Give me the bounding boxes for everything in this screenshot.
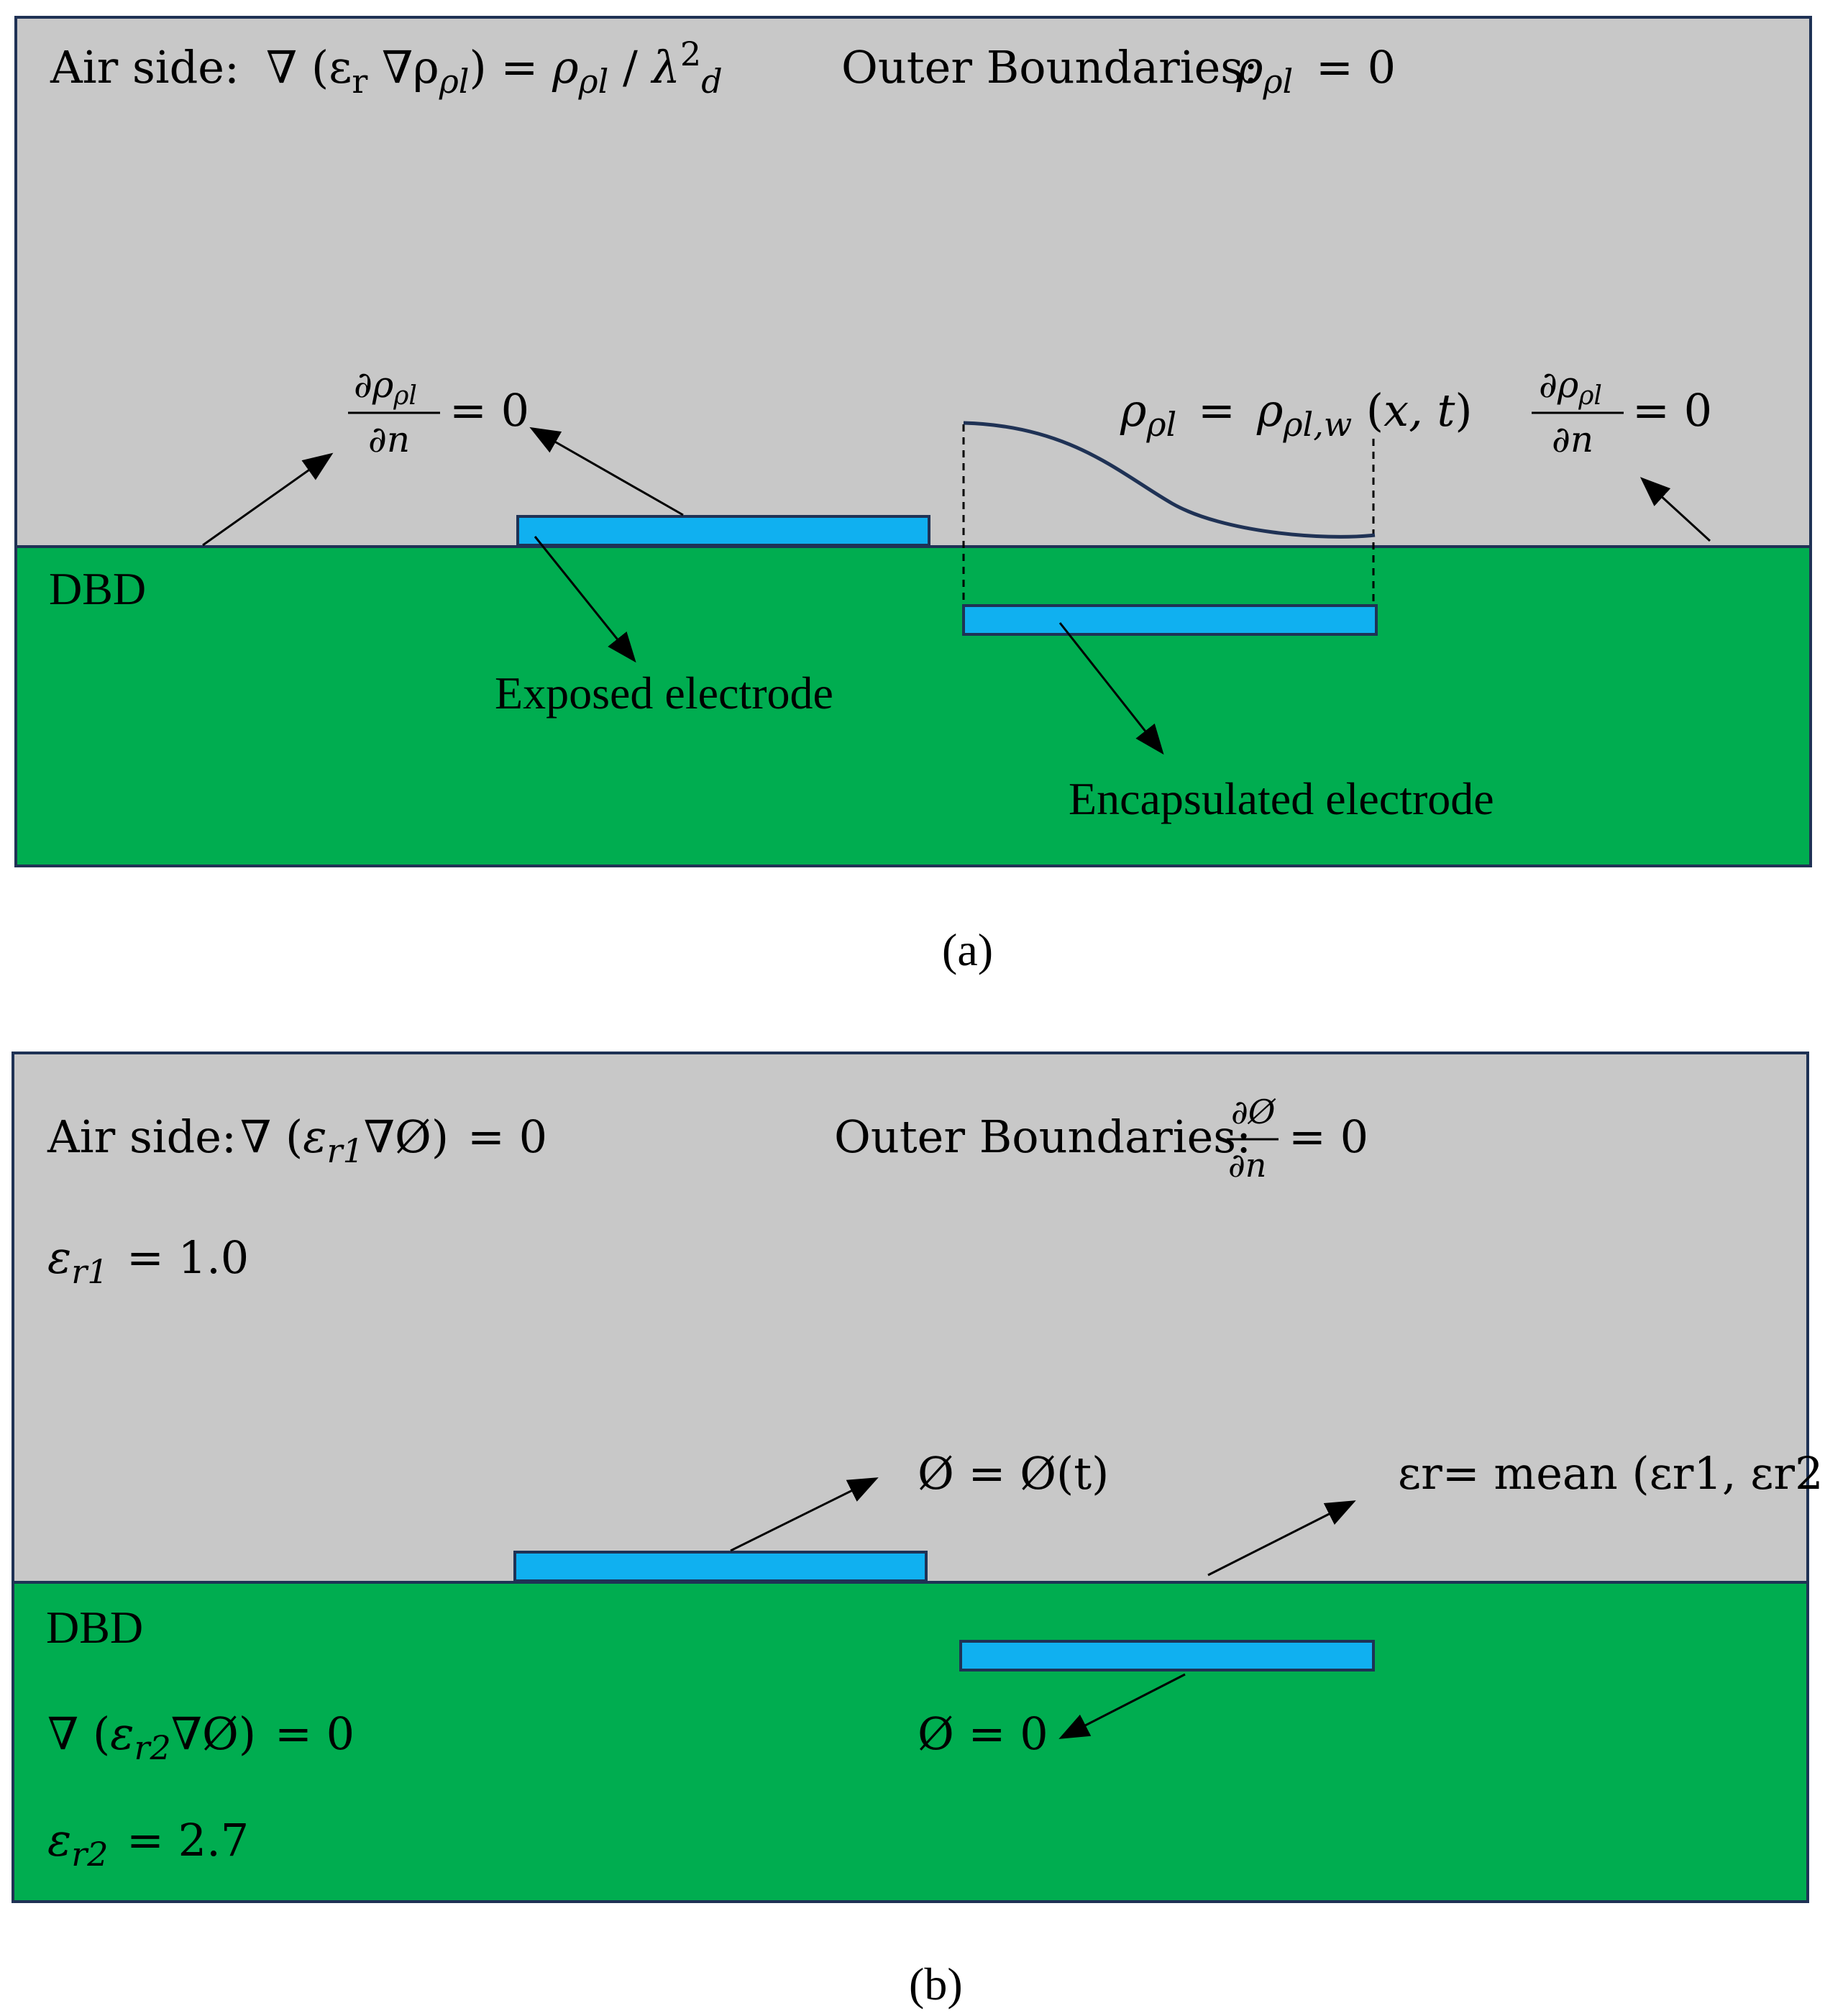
- air-side-label-b: Air side:: [47, 1110, 237, 1163]
- ground-condition: Ø = 0: [918, 1707, 1048, 1760]
- arrow-encapsulated-electrode: [1058, 622, 1164, 755]
- panel-a-border: [14, 16, 1812, 867]
- dielectric-region-a: [16, 547, 1811, 866]
- outer-boundaries-value-a: = 0: [1316, 41, 1396, 93]
- wall-condition: ρρl = ρρl,w (x, t): [1120, 384, 1473, 444]
- dbd-label-a: DBD: [49, 563, 146, 614]
- encapsulated-electrode-a: [962, 604, 1378, 636]
- svg-text:∂Ø: ∂Ø: [1231, 1093, 1276, 1131]
- svg-text:∂n: ∂n: [1552, 419, 1593, 460]
- outer-boundaries-label-b: Outer Boundaries:: [834, 1110, 1251, 1163]
- panel-a: Air side: ∇ (εr ∇ρρl) = ρρl / λ2d Outer …: [14, 16, 1812, 867]
- panel-b-border: [12, 1052, 1809, 1903]
- arrow-exposed-electrode: [534, 536, 636, 663]
- air-side-eq-tail-b: = 0: [467, 1110, 547, 1163]
- interface-permittivity-label: εr= mean (εr1, εr2): [1398, 1447, 1825, 1500]
- air-side-label-a: Air side:: [50, 41, 239, 93]
- outer-boundaries-fraction-b: ∂Ø ∂n: [1227, 1093, 1279, 1185]
- caption-b: (b): [909, 1958, 963, 2010]
- wall-condition-eq: =: [1198, 384, 1235, 437]
- wall-charge-curve: [963, 421, 1376, 539]
- svg-text:∂n: ∂n: [368, 419, 410, 460]
- arrow-left-boundary: [202, 452, 334, 547]
- arrow-right-boundary: [1639, 477, 1711, 542]
- caption-a: (a): [942, 924, 993, 975]
- air-side-equation-a: ∇ (εr ∇ρρl) = ρρl / λ2d: [266, 35, 723, 101]
- outer-boundaries-value-b: = 0: [1289, 1110, 1368, 1163]
- outer-boundaries-label-a: Outer Boundaries:: [841, 41, 1258, 93]
- eps-r2-value: = 2.7: [127, 1814, 249, 1866]
- encapsulated-electrode-b: [959, 1640, 1375, 1671]
- exposed-electrode-b: [513, 1551, 928, 1582]
- air-region-a: [16, 17, 1811, 547]
- eps-r1-value: = 1.0: [127, 1231, 249, 1284]
- svg-text:∂n: ∂n: [1228, 1146, 1266, 1185]
- arrow-exposed-top: [529, 427, 684, 516]
- exposed-electrode-a: [516, 515, 930, 547]
- air-region-b: [13, 1053, 1808, 1582]
- arrow-interface: [1207, 1500, 1356, 1577]
- arrow-potential: [730, 1477, 879, 1552]
- dbd-label-b: DBD: [46, 1602, 143, 1653]
- dbd-eq-tail: = 0: [275, 1707, 355, 1760]
- exposed-electrode-label: Exposed electrode: [495, 667, 833, 719]
- panel-b: Air side: ∇ (εr1∇Ø) = 0 Outer Boundaries…: [12, 1052, 1825, 1903]
- potential-condition: Ø = Ø(t): [918, 1447, 1109, 1500]
- dielectric-region-b: [13, 1582, 1808, 1902]
- neumann-left-value: = 0: [449, 384, 529, 437]
- encapsulated-electrode-label: Encapsulated electrode: [1069, 773, 1494, 824]
- neumann-right-value: = 0: [1632, 384, 1712, 437]
- arrow-ground: [1058, 1673, 1186, 1739]
